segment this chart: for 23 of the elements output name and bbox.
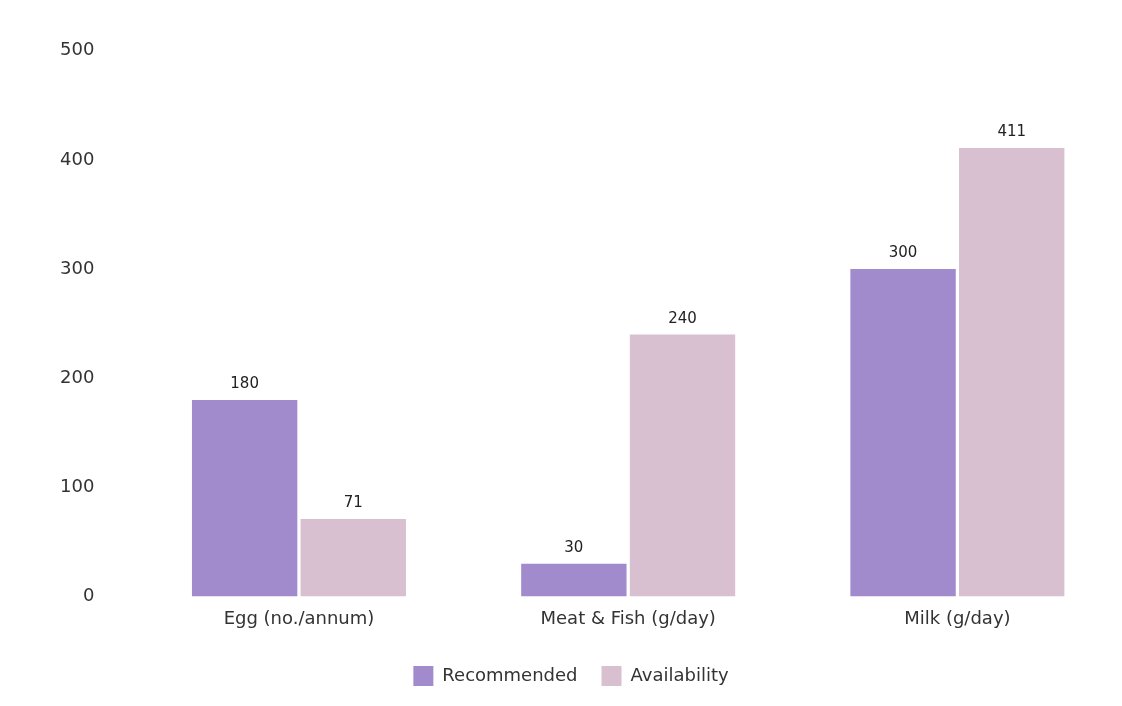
y-tick-label: 400 xyxy=(60,147,95,169)
bar xyxy=(300,518,406,597)
y-tick-label: 500 xyxy=(60,38,95,60)
data-label: 300 xyxy=(888,243,918,262)
data-label: 180 xyxy=(230,374,259,393)
y-tick-label: 300 xyxy=(60,256,95,278)
x-tick-label: Milk (g/day) xyxy=(904,606,1011,628)
data-label: 71 xyxy=(343,493,363,512)
bar xyxy=(959,147,1065,597)
data-label: 411 xyxy=(997,122,1027,141)
y-tick-label: 100 xyxy=(60,474,95,496)
data-label: 30 xyxy=(564,538,584,557)
data-label: 240 xyxy=(668,308,697,327)
bar xyxy=(521,563,627,597)
y-tick-label: 200 xyxy=(60,365,95,387)
legend-label: Recommended xyxy=(442,663,578,685)
bar xyxy=(191,399,298,597)
x-tick-label: Meat & Fish (g/day) xyxy=(540,606,716,628)
y-tick-label: 0 xyxy=(82,584,95,606)
x-tick-label: Egg (no./annum) xyxy=(223,606,375,628)
bar xyxy=(629,334,736,597)
bar xyxy=(850,269,956,597)
legend-label: Availability xyxy=(630,663,729,685)
